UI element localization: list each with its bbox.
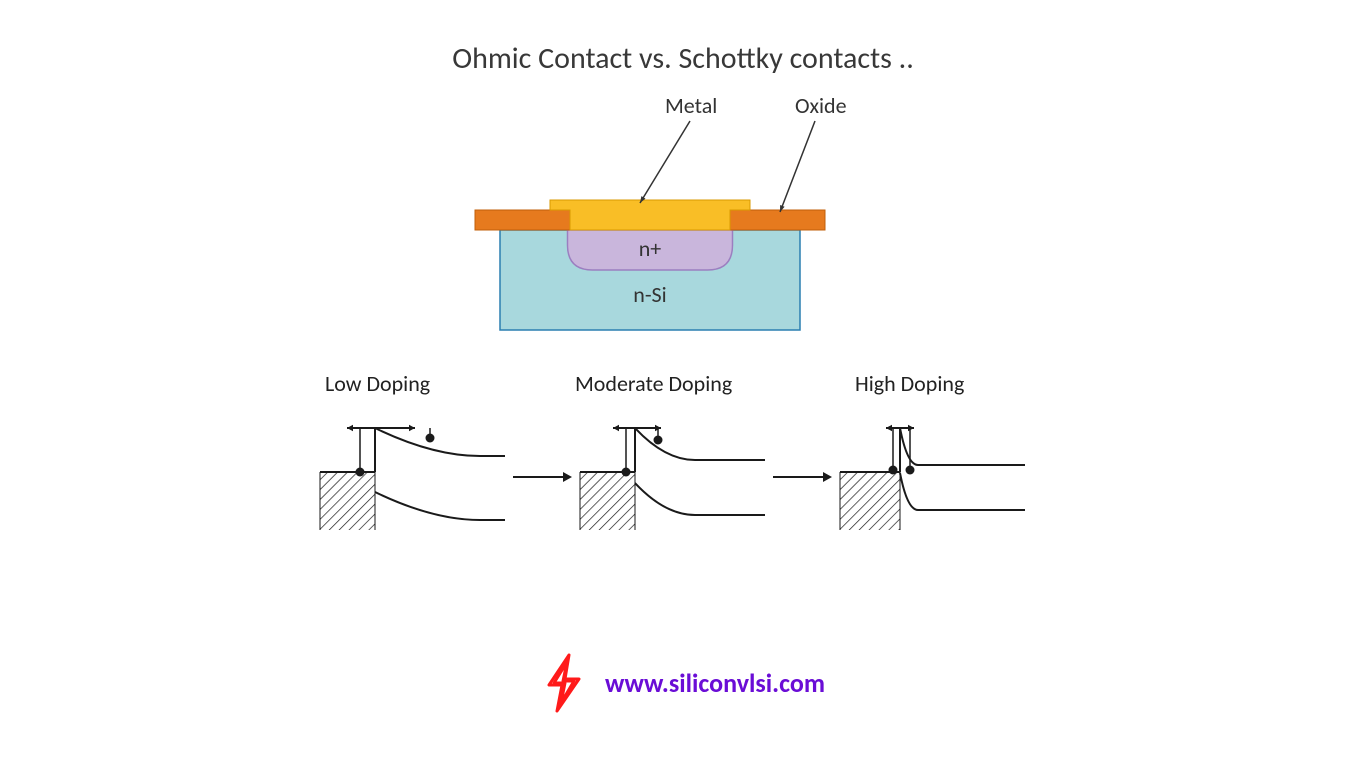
footer: www.siliconvlsi.com [0,653,1366,713]
svg-text:n+: n+ [639,235,662,262]
cross-section-svg: Metal Oxide n+ n-Si [430,95,950,355]
diagram-canvas: Ohmic Contact vs. Schottky contacts .. M… [0,0,1366,768]
label-moderate-doping: Moderate Doping [575,370,732,397]
svg-text:n-Si: n-Si [633,281,666,308]
svg-text:Metal: Metal [665,95,717,119]
page-title: Ohmic Contact vs. Schottky contacts .. [0,40,1366,77]
cross-section-diagram: Metal Oxide n+ n-Si [430,95,950,355]
svg-text:Oxide: Oxide [795,95,847,119]
label-low-doping: Low Doping [325,370,430,397]
website-url: www.siliconvlsi.com [605,667,825,699]
band-diagram-row: Low Doping Moderate Doping High Doping [310,370,1090,560]
lightning-logo-icon [541,653,587,713]
band-labels: Low Doping Moderate Doping High Doping [310,370,1090,400]
band-diagram-svg [310,400,1090,560]
label-high-doping: High Doping [855,370,964,397]
